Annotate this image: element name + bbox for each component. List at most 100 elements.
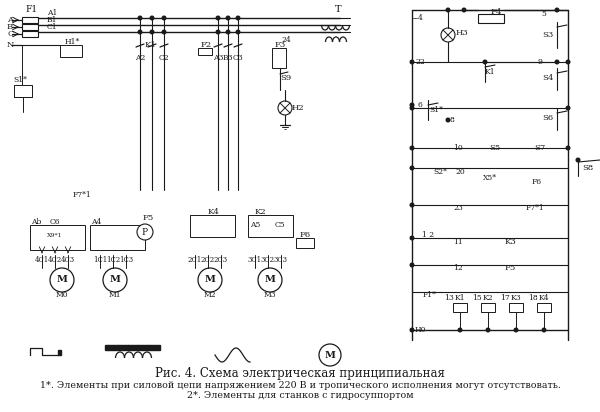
Text: F6: F6: [299, 231, 311, 239]
Text: M: M: [56, 276, 67, 285]
Text: S5: S5: [490, 144, 500, 152]
Circle shape: [486, 328, 490, 332]
Circle shape: [216, 30, 220, 34]
Circle shape: [236, 16, 240, 20]
Text: 1C1: 1C1: [93, 256, 107, 264]
Bar: [105, 345, 160, 350]
Text: S1*: S1*: [429, 106, 443, 114]
Text: F3: F3: [274, 41, 286, 49]
Text: F7*1: F7*1: [73, 191, 91, 199]
Circle shape: [410, 166, 414, 170]
Circle shape: [410, 203, 414, 207]
Circle shape: [162, 30, 166, 34]
Circle shape: [258, 268, 282, 292]
Bar: [190, 215, 235, 237]
Text: 15: 15: [472, 294, 482, 302]
Text: M: M: [265, 276, 275, 285]
Text: K4: K4: [539, 294, 550, 302]
Circle shape: [103, 268, 127, 292]
Bar: [453, 303, 467, 312]
Bar: [22, 31, 38, 37]
Text: 13: 13: [444, 294, 454, 302]
Text: K1: K1: [144, 41, 156, 49]
Text: 23: 23: [453, 204, 463, 212]
Text: H1*: H1*: [64, 38, 80, 46]
Circle shape: [150, 30, 154, 34]
Circle shape: [410, 263, 414, 267]
Text: N: N: [7, 41, 14, 49]
Text: 18: 18: [528, 294, 538, 302]
Text: 8: 8: [449, 116, 454, 124]
Bar: [537, 303, 551, 312]
Circle shape: [410, 146, 414, 150]
Text: A4: A4: [91, 218, 101, 226]
Circle shape: [576, 158, 580, 162]
Text: C5: C5: [275, 221, 286, 229]
Text: 5: 5: [542, 10, 547, 18]
Bar: [272, 48, 286, 68]
Text: A: A: [7, 16, 13, 24]
Bar: [58, 350, 61, 355]
Text: S3: S3: [542, 31, 554, 39]
Text: 3C2: 3C2: [261, 256, 275, 264]
Bar: [248, 215, 293, 237]
Text: F2: F2: [200, 41, 212, 49]
Text: M: M: [110, 276, 121, 285]
Text: 2*. Элементы для станков с гидросуппортом: 2*. Элементы для станков с гидросуппорто…: [187, 391, 413, 400]
Text: 4C3: 4C3: [61, 256, 75, 264]
Text: 1 2: 1 2: [422, 231, 434, 239]
Text: S2*: S2*: [433, 168, 447, 176]
Text: 17: 17: [500, 294, 510, 302]
Text: A2: A2: [135, 54, 145, 62]
Text: C6: C6: [50, 218, 61, 226]
Text: C3: C3: [233, 54, 244, 62]
Bar: [60, 45, 82, 57]
Text: A3: A3: [213, 54, 223, 62]
Circle shape: [216, 16, 220, 20]
Text: 1C3: 1C3: [119, 256, 133, 264]
Text: F4: F4: [490, 8, 502, 16]
Text: H0: H0: [414, 326, 426, 334]
Text: M1: M1: [109, 291, 121, 299]
Text: 9: 9: [538, 58, 542, 66]
Text: C: C: [7, 30, 13, 38]
Text: M: M: [205, 276, 215, 285]
Text: 1C2: 1C2: [106, 256, 120, 264]
Text: S6: S6: [542, 114, 554, 122]
Circle shape: [446, 118, 450, 122]
Circle shape: [150, 16, 154, 20]
Circle shape: [566, 146, 570, 150]
Text: F5: F5: [505, 264, 515, 272]
Circle shape: [236, 30, 240, 34]
Text: Ab: Ab: [31, 218, 41, 226]
Text: S7: S7: [535, 144, 545, 152]
Text: M: M: [325, 351, 335, 360]
Text: K2: K2: [482, 294, 493, 302]
Circle shape: [555, 8, 559, 12]
Text: 4C1: 4C1: [35, 256, 49, 264]
Text: S9: S9: [280, 74, 292, 82]
Circle shape: [50, 268, 74, 292]
Circle shape: [226, 30, 230, 34]
Text: M2: M2: [203, 291, 217, 299]
Text: 12: 12: [453, 264, 463, 272]
Circle shape: [542, 328, 546, 332]
Text: C1: C1: [47, 23, 58, 31]
Text: K3: K3: [511, 294, 521, 302]
Text: 20: 20: [455, 168, 465, 176]
Circle shape: [514, 328, 518, 332]
Circle shape: [410, 106, 414, 110]
Text: 1*. Элементы при силовой цепи напряжением 220 В и тропического исполнения могут : 1*. Элементы при силовой цепи напряжение…: [40, 382, 560, 391]
Text: B3: B3: [223, 54, 233, 62]
Text: 3C3: 3C3: [274, 256, 288, 264]
Text: 4C2: 4C2: [48, 256, 62, 264]
Circle shape: [555, 60, 559, 64]
Text: A1: A1: [47, 9, 57, 17]
Text: S8: S8: [583, 164, 593, 172]
Circle shape: [566, 106, 570, 110]
Text: K1: K1: [455, 294, 466, 302]
Text: 6: 6: [418, 101, 422, 109]
Text: 2C1: 2C1: [188, 256, 202, 264]
Circle shape: [319, 344, 341, 366]
Circle shape: [226, 16, 230, 20]
